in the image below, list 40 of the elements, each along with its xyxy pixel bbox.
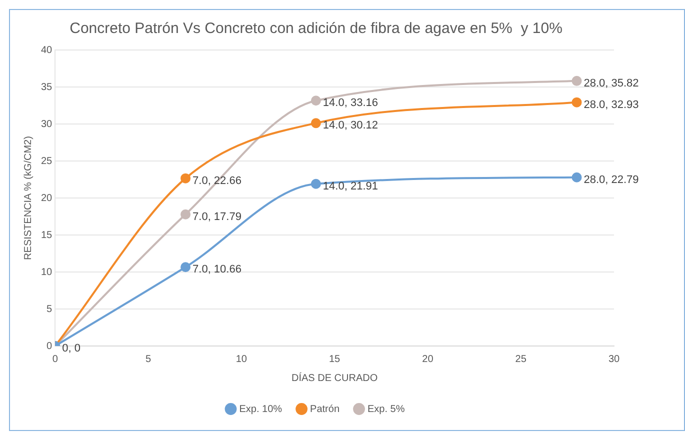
data-label: 7.0, 22.66 xyxy=(192,174,242,187)
legend-label: Exp. 10% xyxy=(239,404,282,415)
x-axis-title: DÍAS DE CURADO xyxy=(292,372,378,384)
legend-label: Patrón xyxy=(310,404,340,415)
x-tick-label: 5 xyxy=(145,354,152,365)
data-label: 7.0, 17.79 xyxy=(192,210,242,223)
point xyxy=(572,172,582,182)
y-tick-label: 35 xyxy=(41,82,53,93)
y-tick-label: 25 xyxy=(41,156,53,167)
data-label: 28.0, 35.82 xyxy=(584,77,639,90)
data-label: 28.0, 32.93 xyxy=(584,98,639,111)
point xyxy=(310,96,321,106)
x-tick-label: 30 xyxy=(608,354,620,365)
data-label: 14.0, 21.91 xyxy=(322,180,378,192)
data-label: 7.0, 10.66 xyxy=(192,264,242,276)
point xyxy=(180,209,191,220)
data-label: 0, 0 xyxy=(62,342,80,355)
chart-title: Concreto Patrón Vs Concreto con adición de fibra de agave en 5% y 10% xyxy=(70,20,562,38)
point xyxy=(180,173,191,184)
x-tick-label: 20 xyxy=(422,354,434,365)
y-tick-label: 10 xyxy=(41,266,53,278)
point xyxy=(310,118,321,128)
data-label: 28.0, 22.79 xyxy=(584,174,639,186)
y-axis-title: RESISTENCIA % (kG/CM2) xyxy=(22,136,34,260)
legend-label: Exp. 5% xyxy=(368,404,405,415)
y-tick-label: 15 xyxy=(41,230,53,241)
x-tick-label: 15 xyxy=(329,354,341,365)
x-tick-label: 10 xyxy=(236,354,248,365)
y-tick-label: 30 xyxy=(41,118,53,130)
y-tick-label: 5 xyxy=(46,304,53,315)
point xyxy=(572,97,582,108)
point xyxy=(572,76,582,86)
point xyxy=(310,178,321,189)
y-tick-label: 0 xyxy=(46,340,53,352)
y-tick-label: 40 xyxy=(41,44,53,56)
point xyxy=(180,262,191,272)
data-label: 14.0, 33.16 xyxy=(322,97,378,110)
y-tick-label: 20 xyxy=(41,192,53,204)
data-label: 14.0, 30.12 xyxy=(322,120,378,132)
x-tick-label: 25 xyxy=(515,354,527,365)
